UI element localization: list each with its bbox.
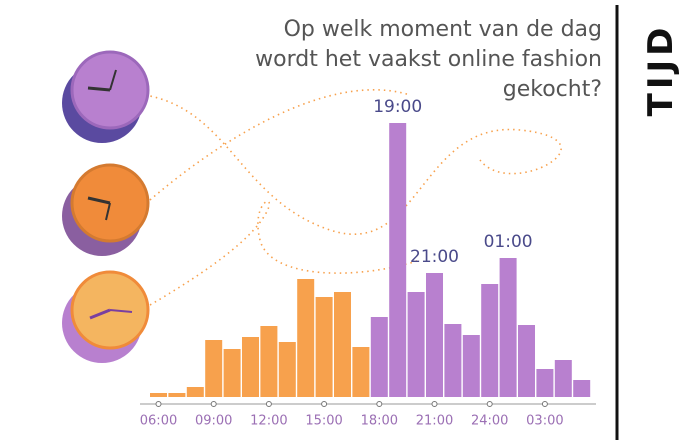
chart-title: wordt het vaakst online fashion <box>255 47 602 72</box>
x-tick-label: 03:00 <box>526 414 563 429</box>
bar <box>370 317 388 397</box>
bar <box>334 292 351 397</box>
annotation: 19:00 <box>373 97 422 117</box>
x-tick-label: 24:00 <box>471 414 508 429</box>
clock <box>62 163 150 256</box>
bar <box>186 387 204 397</box>
x-tick <box>486 401 493 407</box>
x-tick <box>541 401 548 407</box>
bar <box>223 349 241 397</box>
bar <box>481 284 499 397</box>
bar <box>536 369 554 397</box>
bar <box>205 340 223 397</box>
x-tick-label: 06:00 <box>140 414 177 429</box>
bar <box>389 123 407 397</box>
chart-title: Op welk moment van de dag <box>284 17 602 42</box>
bar <box>278 342 296 397</box>
annotation: 21:00 <box>410 247 459 267</box>
bar <box>573 380 591 397</box>
bar <box>444 324 462 397</box>
side-label: TIJD <box>641 24 681 117</box>
x-tick <box>265 401 272 407</box>
bar <box>352 347 370 397</box>
x-tick <box>210 401 217 407</box>
chart-title: gekocht? <box>503 77 602 102</box>
x-tick-label: 18:00 <box>361 414 398 429</box>
x-tick-label: 09:00 <box>195 414 232 429</box>
bar <box>499 258 517 397</box>
x-tick <box>321 401 328 407</box>
bar <box>150 393 167 397</box>
bar <box>407 292 425 397</box>
bar <box>426 273 443 397</box>
x-tick-label: 21:00 <box>416 414 453 429</box>
bar <box>297 279 315 397</box>
x-tick-label: 15:00 <box>305 414 342 429</box>
x-tick <box>376 401 383 407</box>
x-tick-label: 12:00 <box>250 414 287 429</box>
bar <box>242 337 259 397</box>
bar <box>518 325 535 397</box>
bar <box>554 360 572 397</box>
decoration <box>144 89 562 306</box>
dotted-curve <box>149 200 421 306</box>
bar <box>168 393 186 397</box>
clock <box>62 50 150 143</box>
clock <box>62 270 150 363</box>
x-tick <box>155 401 162 407</box>
bar <box>260 326 278 397</box>
bar <box>462 335 480 397</box>
dotted-curve <box>144 94 562 235</box>
dotted-curve <box>149 89 411 201</box>
bar <box>315 297 333 397</box>
annotation: 01:00 <box>484 232 533 252</box>
x-tick <box>431 401 438 407</box>
